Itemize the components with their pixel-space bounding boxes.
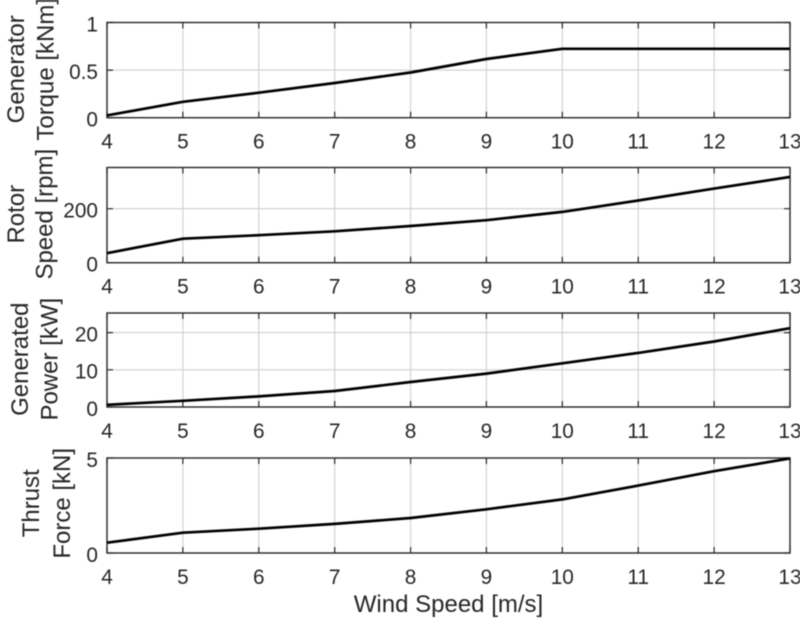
svg-text:0.5: 0.5: [69, 61, 98, 84]
svg-text:0: 0: [86, 254, 98, 277]
svg-text:Force [kN]: Force [kN]: [49, 448, 76, 559]
svg-text:Rotor: Rotor: [3, 185, 30, 244]
svg-text:Generated: Generated: [7, 302, 34, 415]
svg-text:Speed [rpm]: Speed [rpm]: [31, 149, 58, 280]
svg-text:20: 20: [75, 324, 98, 347]
svg-text:200: 200: [63, 200, 98, 223]
svg-text:1: 1: [86, 13, 98, 36]
svg-text:Generator: Generator: [3, 15, 30, 123]
svg-text:0: 0: [86, 109, 98, 132]
svg-text:Wind Speed [m/s]: Wind Speed [m/s]: [354, 591, 543, 618]
svg-text:10: 10: [75, 361, 98, 384]
svg-text:5: 5: [86, 449, 98, 472]
svg-text:0: 0: [86, 398, 98, 421]
svg-text:Torque [kNm]: Torque [kNm]: [32, 0, 59, 141]
svg-text:Power [kW]: Power [kW]: [37, 298, 64, 421]
svg-text:Thrust: Thrust: [18, 469, 45, 537]
svg-text:0: 0: [86, 544, 98, 567]
